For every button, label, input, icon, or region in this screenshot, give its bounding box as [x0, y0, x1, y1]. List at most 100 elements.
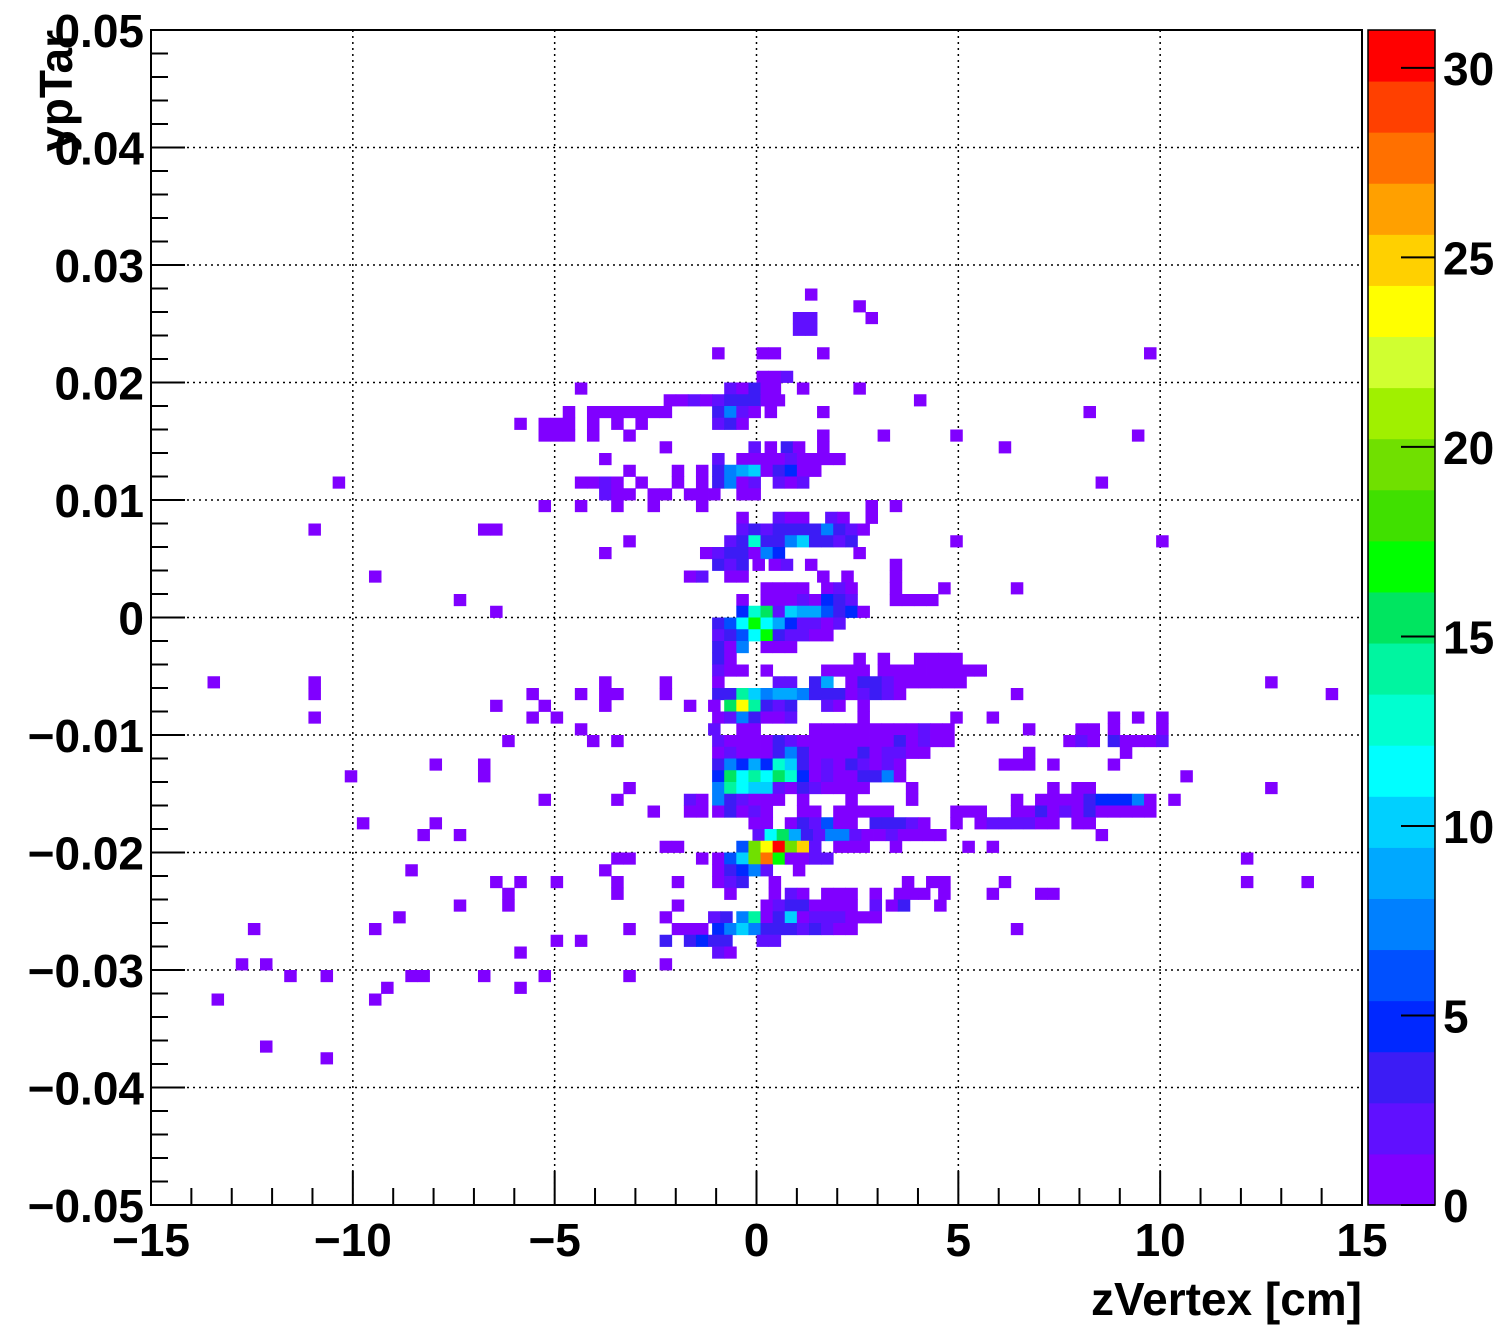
heatmap-bin: [1071, 793, 1084, 806]
heatmap-bin: [736, 570, 749, 583]
heatmap-bin: [784, 735, 798, 748]
heatmap-bin: [817, 406, 830, 419]
heatmap-bin: [857, 746, 870, 759]
heatmap-bin: [772, 605, 786, 618]
heatmap-bin: [724, 735, 737, 748]
heatmap-bin: [405, 864, 418, 877]
heatmap-bin: [784, 911, 798, 924]
heatmap-bin: [332, 476, 346, 489]
heatmap-bin: [821, 664, 834, 677]
heatmap-bin: [821, 535, 834, 548]
heatmap-bin: [368, 993, 382, 1006]
heatmap-bin: [796, 617, 810, 630]
heatmap-bin: [772, 746, 786, 759]
heatmap-bin: [784, 711, 798, 724]
heatmap-bin: [760, 382, 774, 395]
heatmap-bin: [760, 770, 774, 783]
heatmap-bin: [821, 676, 834, 689]
heatmap-bin: [796, 382, 810, 395]
heatmap-bin: [845, 782, 858, 795]
heatmap-bin: [821, 852, 834, 865]
heatmap-bin: [562, 406, 576, 419]
heatmap-bin: [845, 523, 858, 536]
heatmap-bin: [752, 558, 765, 571]
heatmap-bin: [1022, 723, 1036, 736]
heatmap-bin: [477, 758, 491, 771]
heatmap-bin: [845, 688, 858, 701]
heatmap-bin: [833, 805, 846, 818]
color-scale-segment: [1368, 540, 1435, 593]
heatmap-bin: [368, 570, 382, 583]
heatmap-bin: [736, 594, 749, 607]
heatmap-bin: [768, 887, 782, 900]
heatmap-bin: [808, 605, 822, 618]
heatmap-bin: [772, 476, 786, 489]
heatmap-bin: [772, 840, 786, 853]
heatmap-bin: [865, 312, 878, 325]
heatmap-bin: [736, 605, 749, 618]
heatmap-bin: [708, 934, 721, 947]
heatmap-bin: [865, 500, 878, 513]
heatmap-bin: [792, 441, 806, 454]
color-scale-segment: [1368, 183, 1435, 235]
heatmap-bin: [853, 300, 866, 313]
heatmap-bin: [857, 782, 870, 795]
heatmap-bin: [724, 923, 737, 936]
heatmap-bin: [792, 323, 806, 336]
heatmap-bin: [748, 723, 761, 736]
heatmap-bin: [821, 911, 834, 924]
heatmap-bin: [1144, 347, 1157, 360]
heatmap-bin: [772, 711, 786, 724]
heatmap-bin: [502, 735, 515, 748]
heatmap-bin: [808, 923, 822, 936]
heatmap-bin: [1047, 805, 1060, 818]
heatmap-bin: [562, 417, 576, 430]
heatmap-bin: [881, 688, 895, 701]
heatmap-bin: [905, 782, 919, 795]
heatmap-bin: [950, 711, 963, 724]
heatmap-bin: [683, 934, 697, 947]
heatmap-bin: [760, 453, 774, 466]
heatmap-bin: [724, 876, 737, 889]
heatmap-bin: [938, 652, 951, 665]
heatmap-bin: [623, 488, 636, 501]
heatmap-bin: [1075, 735, 1088, 748]
heatmap-bin: [671, 840, 685, 853]
heatmap-bin: [889, 500, 903, 513]
heatmap-bin: [736, 641, 749, 654]
heatmap-bin: [833, 887, 846, 900]
heatmap-bin: [647, 500, 661, 513]
heatmap-bin: [796, 464, 810, 477]
heatmap-bin: [659, 688, 673, 701]
heatmap-bin: [788, 829, 802, 842]
heatmap-bin: [954, 676, 967, 689]
y-tick-labels: −0.05 −0.04 −0.03 −0.02 −0.01 0 0.01 0.02 0.03 0.…: [28, 5, 145, 1232]
heatmap-bin: [599, 547, 612, 560]
heatmap-bin: [760, 523, 774, 536]
heatmap-bin: [808, 805, 822, 818]
heatmap-bin: [760, 535, 774, 548]
heatmap-bin: [780, 558, 794, 571]
heatmap-bin: [724, 394, 737, 407]
heatmap-bin: [712, 406, 725, 419]
heatmap-bin: [736, 406, 749, 419]
y-tick-label: −0.03: [28, 945, 144, 997]
heatmap-bin: [695, 464, 709, 477]
heatmap-bin: [712, 629, 725, 642]
heatmap-bin: [768, 934, 782, 947]
heatmap-bin: [760, 617, 774, 630]
heatmap-bin: [808, 617, 822, 630]
heatmap-bin: [623, 970, 636, 983]
heatmap-bin: [724, 558, 737, 571]
heatmap-bin: [514, 417, 527, 430]
y-tick-label: 0.05: [54, 5, 144, 57]
heatmap-bin: [784, 852, 798, 865]
z-tick-labels: 0 5 10 15 20 25 30: [1443, 43, 1494, 1232]
heatmap-bin: [671, 899, 685, 912]
color-scale-segment: [1368, 81, 1435, 133]
z-tick-label: 0: [1443, 1180, 1469, 1232]
heatmap-bin: [368, 923, 382, 936]
heatmap-bin: [938, 664, 951, 677]
heatmap-bin: [736, 711, 749, 724]
